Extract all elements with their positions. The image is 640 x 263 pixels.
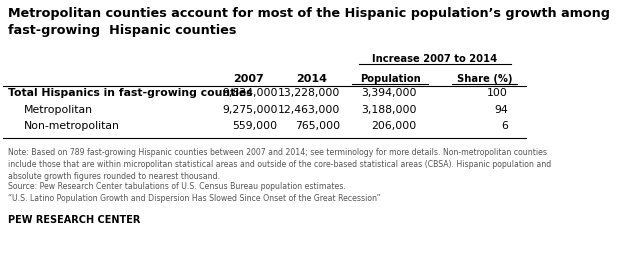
Text: Increase 2007 to 2014: Increase 2007 to 2014 bbox=[372, 54, 497, 64]
Text: 100: 100 bbox=[487, 88, 508, 98]
Text: Non-metropolitan: Non-metropolitan bbox=[24, 121, 120, 131]
Text: Source: Pew Research Center tabulations of U.S. Census Bureau population estimat: Source: Pew Research Center tabulations … bbox=[8, 182, 381, 204]
Text: PEW RESEARCH CENTER: PEW RESEARCH CENTER bbox=[8, 215, 140, 225]
Text: 9,834,000: 9,834,000 bbox=[222, 88, 278, 98]
Text: Total Hispanics in fast-growing counties: Total Hispanics in fast-growing counties bbox=[8, 88, 253, 98]
Text: Metropolitan counties account for most of the Hispanic population’s growth among: Metropolitan counties account for most o… bbox=[8, 7, 610, 37]
Text: 2007: 2007 bbox=[234, 74, 264, 84]
Text: Note: Based on 789 fast-growing Hispanic counties between 2007 and 2014; see ter: Note: Based on 789 fast-growing Hispanic… bbox=[8, 148, 551, 181]
Text: 2014: 2014 bbox=[296, 74, 327, 84]
Text: 6: 6 bbox=[501, 121, 508, 131]
Text: Population: Population bbox=[360, 74, 420, 84]
Text: 3,188,000: 3,188,000 bbox=[361, 105, 417, 115]
Text: 559,000: 559,000 bbox=[232, 121, 278, 131]
Text: 765,000: 765,000 bbox=[295, 121, 340, 131]
Text: 3,394,000: 3,394,000 bbox=[361, 88, 417, 98]
Text: 94: 94 bbox=[494, 105, 508, 115]
Text: 9,275,000: 9,275,000 bbox=[222, 105, 278, 115]
Text: 12,463,000: 12,463,000 bbox=[278, 105, 340, 115]
Text: Metropolitan: Metropolitan bbox=[24, 105, 93, 115]
Text: Share (%): Share (%) bbox=[456, 74, 512, 84]
Text: 13,228,000: 13,228,000 bbox=[278, 88, 340, 98]
Text: 206,000: 206,000 bbox=[371, 121, 417, 131]
